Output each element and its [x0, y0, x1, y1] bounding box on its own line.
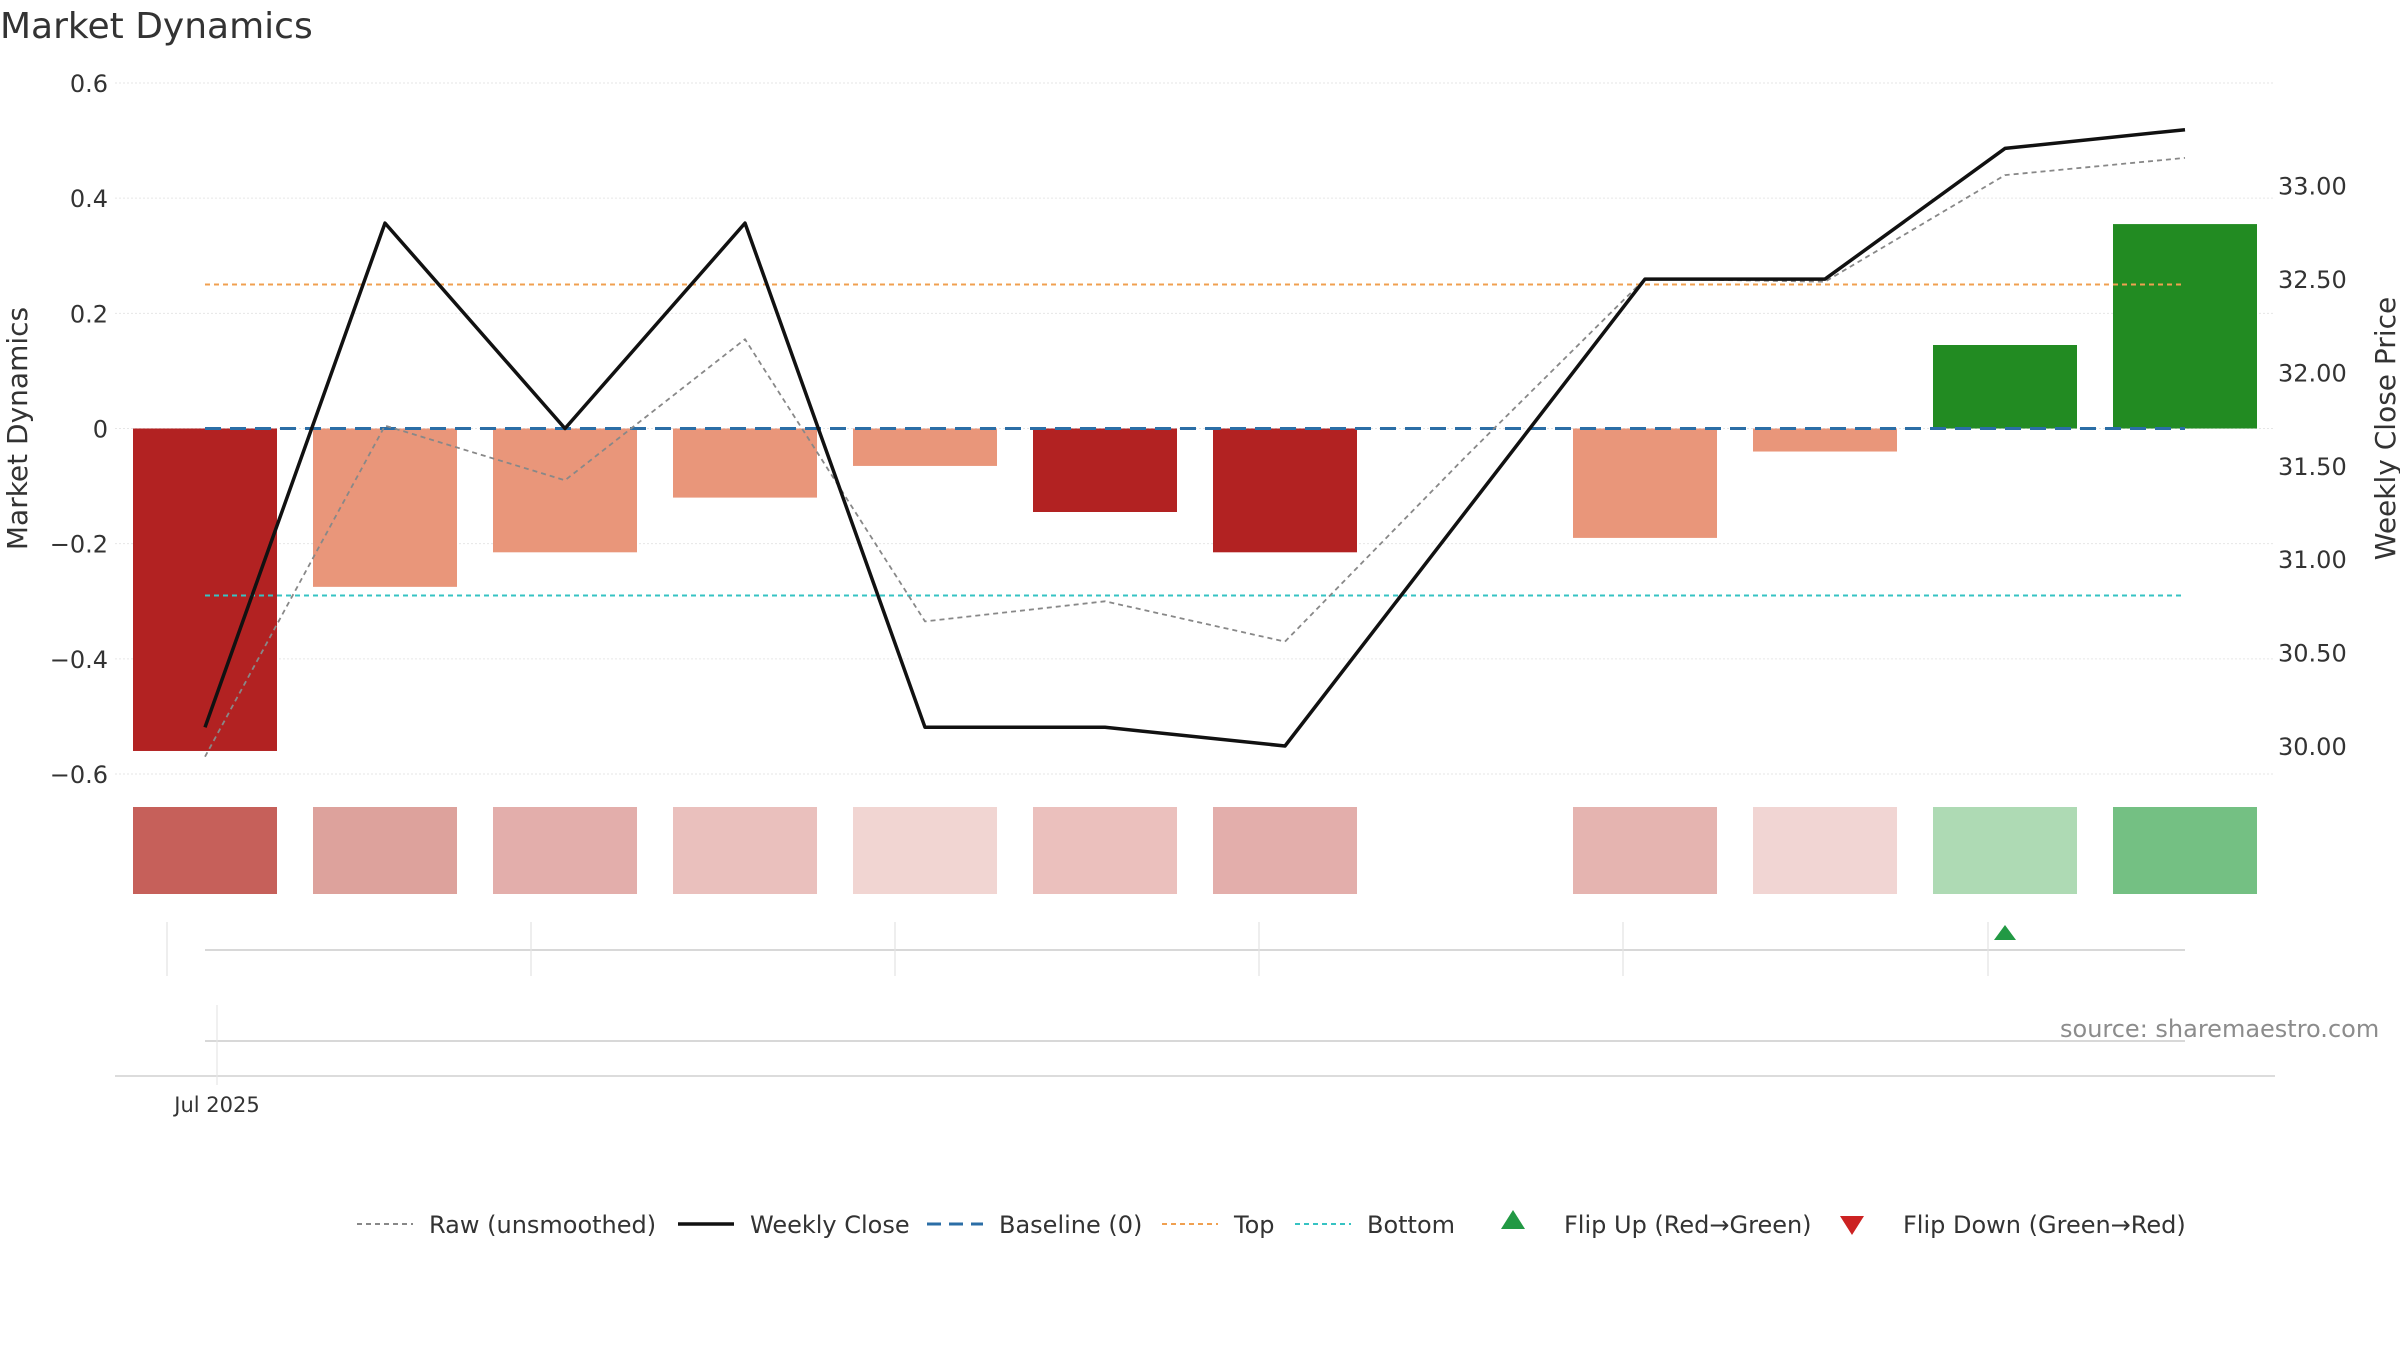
bar	[853, 428, 997, 466]
heat-cell	[853, 807, 997, 894]
y-tick-label-right: 32.00	[2278, 359, 2347, 387]
heat-cell	[313, 807, 457, 894]
y-tick-label-left: 0.4	[70, 185, 108, 213]
legend-label-flip-down: Flip Down (Green→Red)	[1903, 1211, 2186, 1239]
bar	[673, 428, 817, 498]
bar	[1213, 428, 1357, 553]
legend-swatch-flip-down	[1840, 1216, 1864, 1235]
y-tick-label-left: 0.2	[70, 300, 108, 328]
bar	[493, 428, 637, 553]
y-tick-label-left: −0.4	[50, 646, 108, 674]
raw-series-line	[204, 157, 2186, 758]
heat-cell	[493, 807, 637, 894]
bar	[313, 428, 457, 587]
legend-label-bottom: Bottom	[1367, 1211, 1455, 1239]
y-tick-label-left: 0.6	[70, 70, 108, 98]
heat-cell	[1213, 807, 1357, 894]
flip-up-marker	[1994, 925, 2016, 940]
y-tick-label-left: 0	[93, 416, 108, 444]
legend-label-baseline: Baseline (0)	[999, 1211, 1142, 1239]
bar	[1753, 428, 1897, 452]
y-tick-label-right: 31.50	[2278, 453, 2347, 481]
heat-cell	[1753, 807, 1897, 894]
heat-cell	[133, 807, 277, 894]
bar	[2113, 224, 2257, 429]
y-axis-label-left: Market Dynamics	[1, 307, 34, 550]
heat-cell	[1573, 807, 1717, 894]
heat-cell	[1933, 807, 2077, 894]
bar	[1033, 428, 1177, 512]
heat-cell	[2113, 807, 2257, 894]
bar	[1933, 345, 2077, 429]
y-tick-label-right: 32.50	[2278, 266, 2347, 294]
source-attribution: source: sharemaestro.com	[2060, 1015, 2380, 1043]
chart-title: Market Dynamics	[0, 6, 313, 47]
bar	[1573, 428, 1717, 538]
heat-cell	[1033, 807, 1177, 894]
y-tick-label-left: −0.2	[50, 531, 108, 559]
y-tick-label-left: −0.6	[50, 761, 108, 789]
legend-label-raw: Raw (unsmoothed)	[429, 1211, 656, 1239]
weekly-close-line	[203, 127, 2186, 748]
legend-label-top: Top	[1233, 1211, 1275, 1239]
y-tick-label-right: 30.50	[2278, 640, 2347, 668]
legend-label-weekly-close: Weekly Close	[750, 1211, 910, 1239]
y-tick-label-right: 33.00	[2278, 173, 2347, 201]
heat-cell	[673, 807, 817, 894]
legend-label-flip-up: Flip Up (Red→Green)	[1564, 1211, 1812, 1239]
x-tick-label: Jul 2025	[172, 1093, 259, 1117]
y-tick-label-right: 31.00	[2278, 546, 2347, 574]
legend-swatch-flip-up	[1501, 1210, 1525, 1229]
y-tick-label-right: 30.00	[2278, 733, 2347, 761]
y-axis-label-right: Weekly Close Price	[2369, 297, 2400, 560]
